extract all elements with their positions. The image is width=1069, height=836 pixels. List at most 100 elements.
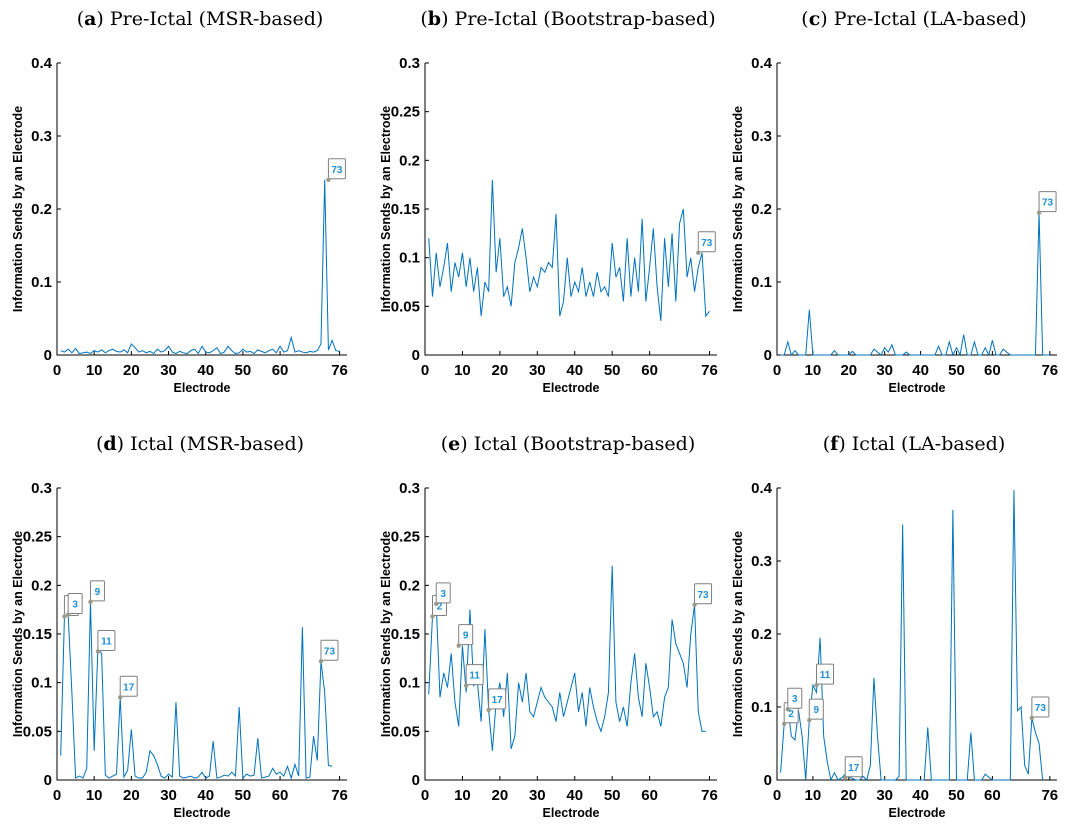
chart-panel-b: (b) Pre-Ictal (Bootstrap-based) 0 0.05 0.1 0… — [379, 8, 718, 395]
axes-c — [776, 63, 1057, 356]
x-tick-label: 20 — [123, 787, 140, 804]
x-tick-label: 60 — [984, 362, 1001, 379]
datatip-label: 2 — [788, 709, 794, 720]
x-tick-label: 76 — [701, 787, 718, 804]
datatip[interactable]: 73 — [1029, 696, 1050, 721]
chart-panel-f: (f) Ictal (LA-based) 0 0.1 0.2 0.3 0.4 0 10 20 30… — [731, 433, 1058, 820]
datatip[interactable]: 73 — [696, 231, 716, 255]
datatip-box — [1031, 696, 1050, 718]
datatip-box — [119, 675, 138, 697]
y-tick-label: 0.3 — [751, 128, 772, 145]
x-tick-label: 50 — [235, 787, 252, 804]
series-line-a — [60, 179, 340, 355]
y-tick-label: 0.4 — [751, 480, 773, 497]
x-tick-label: 30 — [529, 362, 546, 379]
x-tick-label: 0 — [421, 787, 429, 804]
y-tick-label: 0 — [44, 772, 52, 789]
y-tick-label: 0.2 — [31, 577, 52, 594]
datatip[interactable]: 73 — [318, 639, 339, 664]
datatip[interactable]: 9 — [456, 624, 474, 648]
y-tick-label: 0 — [44, 347, 52, 364]
panel-letter: d — [103, 433, 116, 455]
y-tick-label: 0.2 — [31, 201, 52, 218]
datatip[interactable]: 17 — [486, 688, 507, 713]
y-tick-label: 0 — [412, 772, 420, 789]
x-tick-label: 30 — [160, 362, 177, 379]
chart-title-f: (f) Ictal (LA-based) — [823, 433, 1006, 455]
panel-title-text: Ictal (Bootstrap-based) — [474, 433, 696, 455]
y-tick-label: 0.3 — [31, 480, 52, 497]
x-tick-label: 10 — [454, 787, 471, 804]
x-tick-label: 40 — [912, 362, 929, 379]
datatip[interactable]: 73 — [1036, 191, 1057, 215]
y-tick-label: 0.1 — [751, 699, 772, 716]
datatip[interactable]: 9 — [88, 580, 105, 605]
x-tick-label: 30 — [529, 787, 546, 804]
datatip-marker — [807, 717, 812, 723]
panel-letter: c — [809, 8, 821, 30]
datatip-label: 11 — [469, 671, 480, 682]
datatip[interactable]: 11 — [463, 664, 484, 688]
x-tick-label: 50 — [948, 787, 965, 804]
datatip-box — [327, 158, 346, 180]
x-tick-label: 10 — [86, 362, 103, 379]
panel-letter: a — [84, 8, 96, 30]
x-tick-label: 0 — [773, 362, 781, 379]
x-tick-label: 20 — [492, 362, 509, 379]
datatip-label: 11 — [820, 670, 831, 681]
datatip-marker — [843, 775, 848, 781]
y-tick-label: 0.3 — [751, 553, 772, 570]
panel-title-text: Ictal (LA-based) — [852, 433, 1005, 455]
y-tick-label: 0.2 — [399, 577, 420, 594]
datatip[interactable]: 9 — [807, 698, 824, 723]
y-tick-label: 0.1 — [31, 274, 52, 291]
datatip-label: 11 — [101, 637, 112, 648]
y-tick-label: 0.3 — [399, 55, 420, 72]
datatip-label: 2 — [437, 601, 443, 612]
x-tick-label: 30 — [160, 787, 177, 804]
x-axis-label: Electrode — [174, 381, 231, 395]
datatip-box — [815, 663, 834, 685]
datatip[interactable]: 3 — [65, 593, 83, 617]
x-tick-label: 10 — [86, 787, 103, 804]
datatip[interactable]: 3 — [785, 687, 803, 712]
x-tick-label: 50 — [604, 787, 621, 804]
x-tick-label: 20 — [123, 362, 140, 379]
datatip[interactable]: 11 — [814, 663, 834, 688]
datatip[interactable]: 3 — [434, 582, 451, 607]
x-axis-label: Electrode — [889, 806, 946, 820]
datatip-marker — [785, 706, 790, 712]
datatip-marker — [62, 614, 67, 619]
datatip[interactable]: 73 — [692, 583, 713, 607]
datatip-marker — [326, 177, 331, 182]
datatip-label: 3 — [792, 694, 798, 705]
datatip-marker — [318, 659, 324, 664]
datatip[interactable]: 73 — [326, 158, 346, 182]
x-axis-label: Electrode — [543, 806, 600, 820]
datatip-marker — [95, 649, 101, 654]
datatip-marker — [463, 683, 469, 688]
chart-title-d: (d) Ictal (MSR-based) — [96, 433, 304, 455]
x-tick-label: 0 — [53, 362, 61, 379]
datatip[interactable]: 17 — [118, 675, 138, 700]
datatip[interactable]: 17 — [843, 756, 863, 781]
datatip-label: 17 — [492, 695, 504, 706]
chart-title-e: (e) Ictal (Bootstrap-based) — [441, 433, 696, 455]
chart-title-a: (a) Pre-Ictal (MSR-based) — [77, 8, 324, 30]
panel-letter: b — [428, 8, 441, 30]
x-tick-label: 76 — [331, 362, 348, 379]
x-tick-label: 60 — [272, 362, 289, 379]
datatip-marker — [118, 695, 123, 700]
chart-panel-e: (e) Ictal (Bootstrap-based) 0 0.05 0.1 0.15 0… — [379, 433, 718, 820]
datatip-marker — [814, 682, 819, 688]
datatip-box — [697, 231, 716, 253]
y-tick-label: 0.4 — [31, 55, 53, 72]
x-tick-label: 76 — [1041, 787, 1058, 804]
datatip-label: 73 — [331, 165, 343, 176]
y-tick-label: 0.1 — [399, 250, 420, 267]
x-tick-label: 20 — [840, 362, 857, 379]
datatip[interactable]: 11 — [95, 630, 116, 654]
x-tick-label: 76 — [1041, 362, 1058, 379]
y-tick-label: 0.4 — [751, 55, 773, 72]
